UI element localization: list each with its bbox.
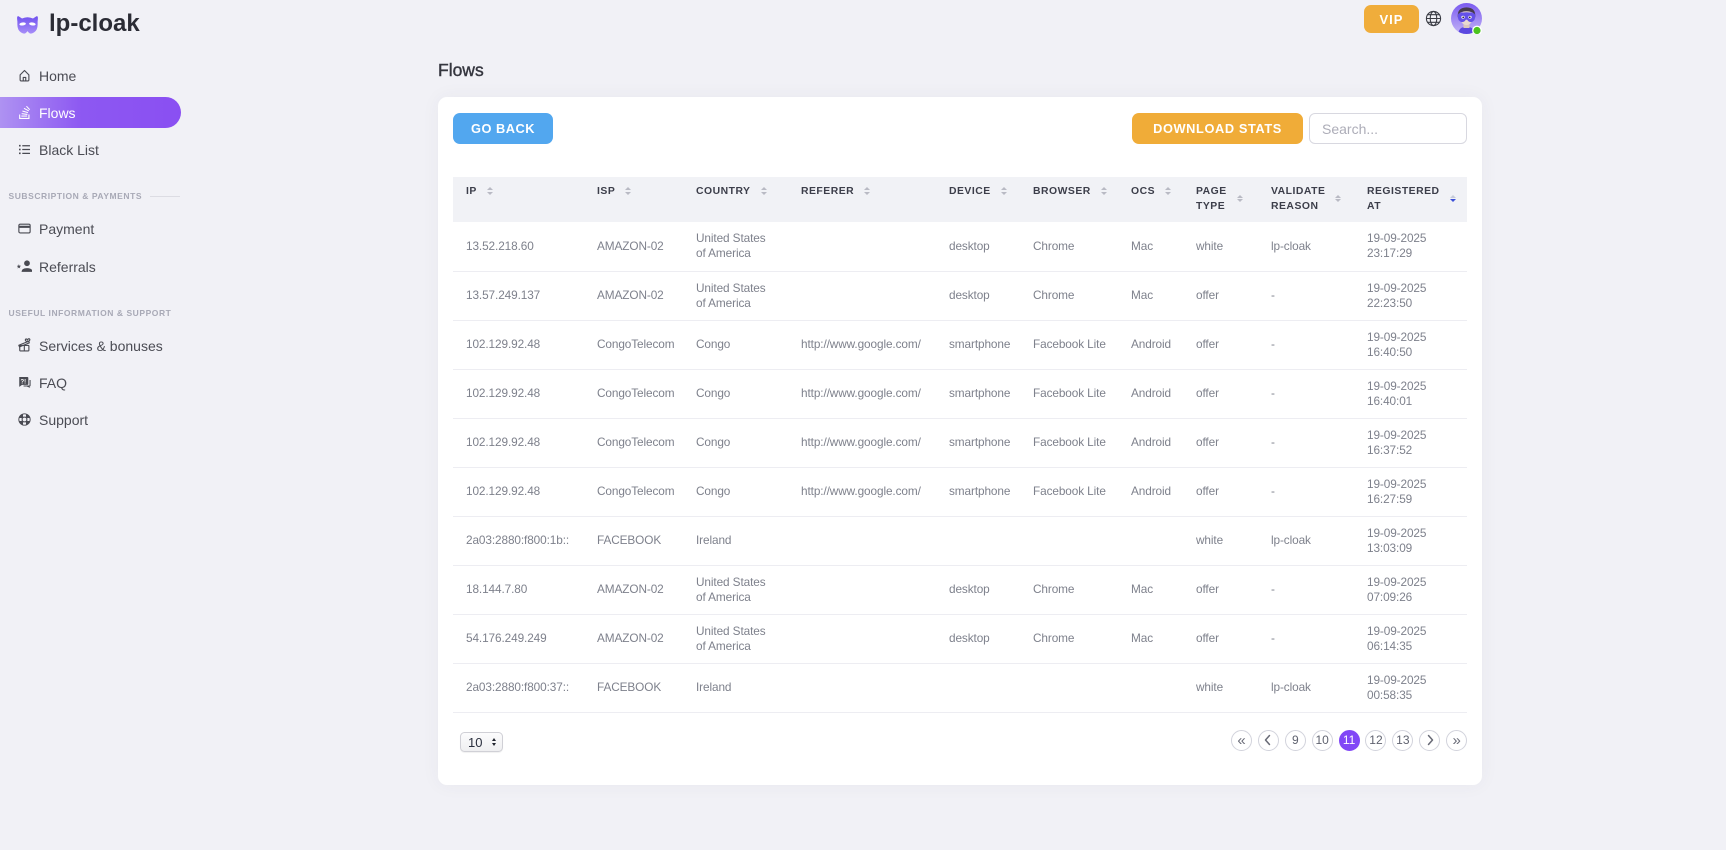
svg-text:?!: ?! (21, 379, 27, 385)
